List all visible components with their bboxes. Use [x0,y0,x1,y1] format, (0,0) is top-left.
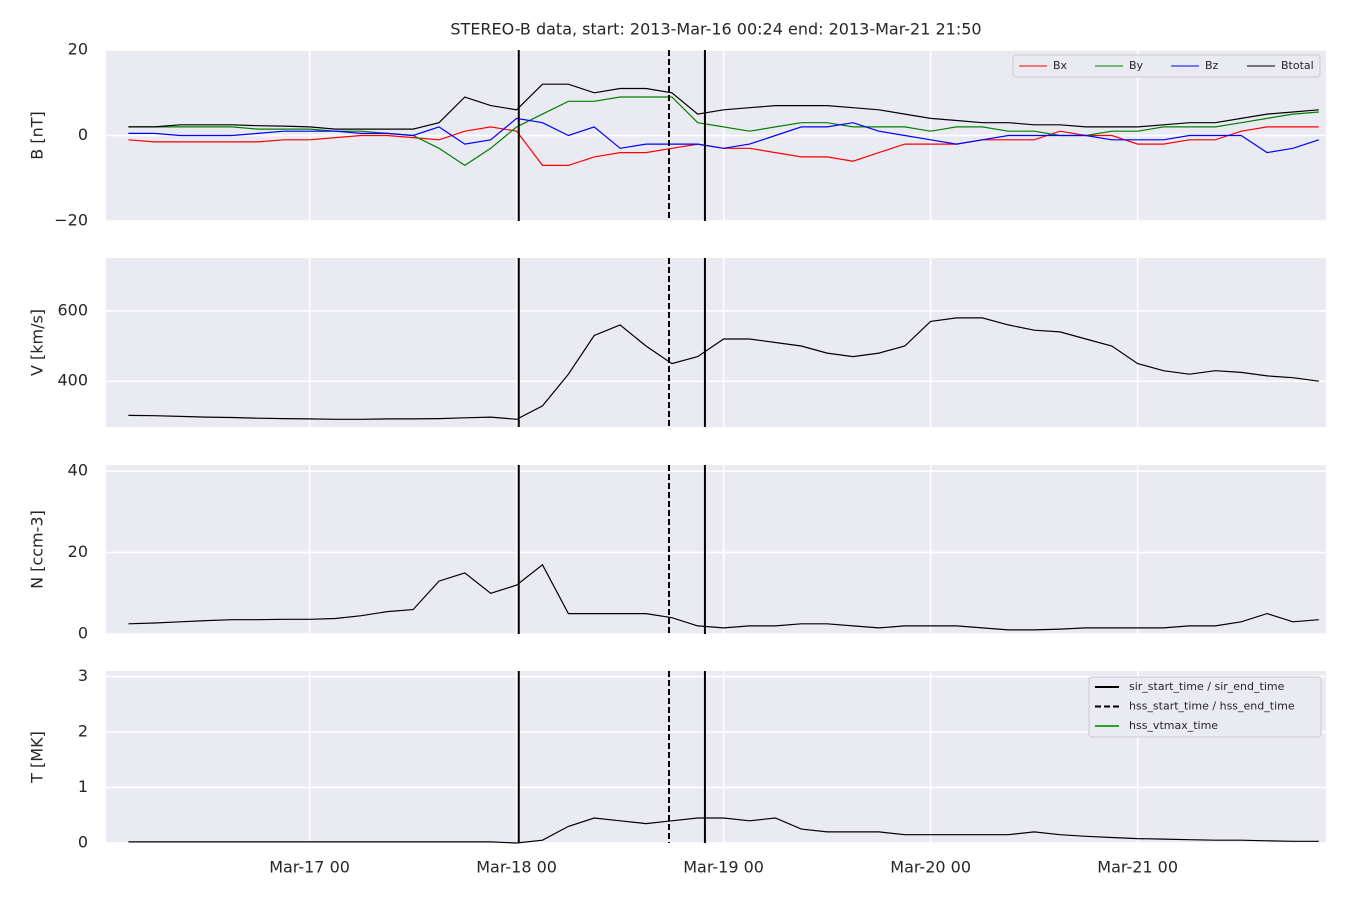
legend-box [1088,676,1322,738]
y-tick-label: 0 [78,125,88,144]
legend-box [1012,54,1321,78]
legend: sir_start_time / sir_end_time hss_start_t… [1088,676,1322,738]
y-tick-label: 1 [78,777,88,796]
data-line [128,817,1319,844]
legend-label: By [1129,59,1144,72]
x-tick-label: Mar-17 00 [269,858,350,877]
data-line [128,563,1319,631]
y-tick-label: 20 [68,542,88,561]
y-tick-label: 2 [78,722,88,741]
legend-label: Bx [1053,59,1068,72]
x-tick-label: Mar-19 00 [683,858,764,877]
y-axis-label: B [nT] [28,111,47,159]
x-tick-label: Mar-21 00 [1097,858,1178,877]
y-axis-label: V [km/s] [28,309,47,376]
data-line [128,317,1319,420]
y-tick-label: 40 [68,461,88,480]
y-tick-label: 0 [78,833,88,852]
data-line [128,96,1319,167]
x-tick-label: Mar-18 00 [476,858,557,877]
data-line [128,117,1319,154]
legend-label: Bz [1205,59,1219,72]
y-tick-label: −20 [54,211,88,230]
legend-label: hss_vtmax_time [1129,719,1218,732]
y-tick-label: 20 [68,40,88,59]
x-tick-label: Mar-20 00 [890,858,971,877]
chart-title: STEREO-B data, start: 2013-Mar-16 00:24 … [450,20,981,39]
data-line [128,83,1319,130]
y-tick-label: 400 [57,371,88,390]
plot-area [106,258,1326,427]
y-tick-label: 600 [57,300,88,319]
y-tick-label: 3 [78,666,88,685]
legend-label: Btotal [1281,59,1314,72]
y-axis-label: N [ccm-3] [28,510,47,589]
legend-label: hss_start_time / hss_end_time [1129,700,1295,713]
legend-label: sir_start_time / sir_end_time [1129,680,1285,693]
y-tick-label: 0 [78,624,88,643]
y-axis-label: T [MK] [28,731,47,784]
legend: Bx By Bz Btotal [1012,54,1321,78]
plot-area [106,465,1326,634]
